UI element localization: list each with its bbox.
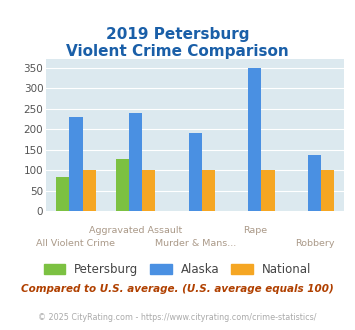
Bar [308, 154, 321, 211]
Bar [142, 170, 155, 211]
Bar [189, 133, 202, 211]
Text: All Violent Crime: All Violent Crime [37, 239, 115, 248]
Bar [56, 177, 70, 211]
Bar [116, 159, 129, 211]
Text: 2019 Petersburg: 2019 Petersburg [106, 27, 249, 42]
Bar [129, 113, 142, 211]
Bar [70, 117, 82, 211]
Bar [248, 68, 261, 211]
Bar [82, 170, 95, 211]
Legend: Petersburg, Alaska, National: Petersburg, Alaska, National [39, 258, 316, 281]
Text: Robbery: Robbery [295, 239, 334, 248]
Text: Rape: Rape [243, 226, 267, 235]
Bar [261, 170, 274, 211]
Text: Violent Crime Comparison: Violent Crime Comparison [66, 44, 289, 59]
Bar [202, 170, 215, 211]
Text: Aggravated Assault: Aggravated Assault [89, 226, 182, 235]
Text: Murder & Mans...: Murder & Mans... [155, 239, 236, 248]
Text: Compared to U.S. average. (U.S. average equals 100): Compared to U.S. average. (U.S. average … [21, 284, 334, 294]
Bar [321, 170, 334, 211]
Text: © 2025 CityRating.com - https://www.cityrating.com/crime-statistics/: © 2025 CityRating.com - https://www.city… [38, 313, 317, 322]
